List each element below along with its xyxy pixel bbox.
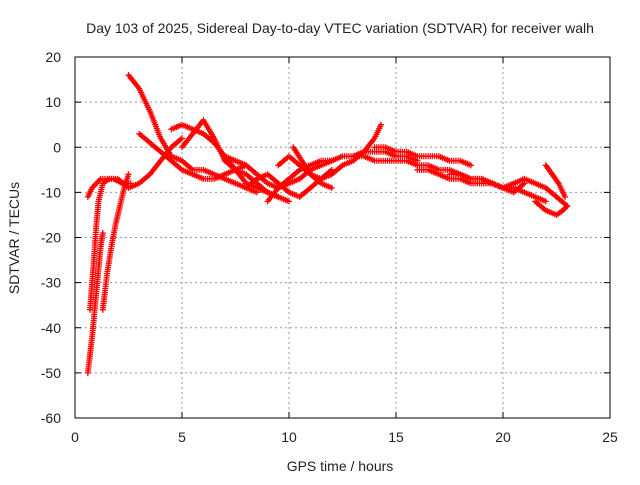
data-point — [328, 184, 335, 191]
y-tick-label: 0 — [53, 139, 61, 155]
series-arc-19 — [542, 162, 569, 200]
data-point — [179, 135, 185, 142]
series-arc-15 — [371, 144, 474, 169]
data-point — [562, 193, 569, 200]
data-point — [127, 180, 134, 187]
x-tick-label: 5 — [178, 429, 186, 445]
y-tick-label: -10 — [41, 184, 61, 200]
x-tick-label: 10 — [281, 429, 297, 445]
y-tick-label: -60 — [41, 410, 61, 426]
y-tick-label: -50 — [41, 365, 61, 381]
y-axis-label: SDTVAR / TECUs — [6, 182, 22, 294]
y-tick-label: -30 — [41, 275, 61, 291]
data-point — [467, 162, 474, 169]
y-tick-label: 20 — [45, 49, 61, 65]
series-arc-17 — [446, 171, 571, 209]
series-arc-18 — [532, 198, 571, 218]
grid-layer — [75, 57, 610, 418]
x-tick-label: 20 — [495, 429, 511, 445]
x-tick-label: 25 — [602, 429, 618, 445]
data-point — [564, 202, 571, 209]
data-layer — [84, 72, 571, 376]
x-axis-label: GPS time / hours — [287, 458, 394, 474]
y-tick-label: -20 — [41, 230, 61, 246]
series-arc-6 — [136, 130, 250, 182]
series-arc-3 — [84, 175, 134, 200]
data-point — [125, 171, 132, 178]
data-point — [378, 121, 385, 128]
x-tick-label: 15 — [388, 429, 404, 445]
series-arc-4 — [99, 171, 132, 313]
x-tick-label: 0 — [71, 429, 79, 445]
series-arc-13 — [290, 144, 335, 191]
series-arc-16 — [414, 166, 549, 205]
data-point — [99, 229, 106, 236]
data-point — [286, 198, 292, 205]
data-point — [542, 198, 549, 205]
chart-title: Day 103 of 2025, Sidereal Day-to-day VTE… — [86, 20, 594, 36]
y-tick-label: -40 — [41, 320, 61, 336]
y-tick-label: 10 — [45, 94, 61, 110]
tick-layer: 0 5 10 15 20 25 -60 -50 -40 -30 -20 -10 0 10 20 — [41, 49, 618, 445]
series-arc-8 — [179, 117, 292, 205]
